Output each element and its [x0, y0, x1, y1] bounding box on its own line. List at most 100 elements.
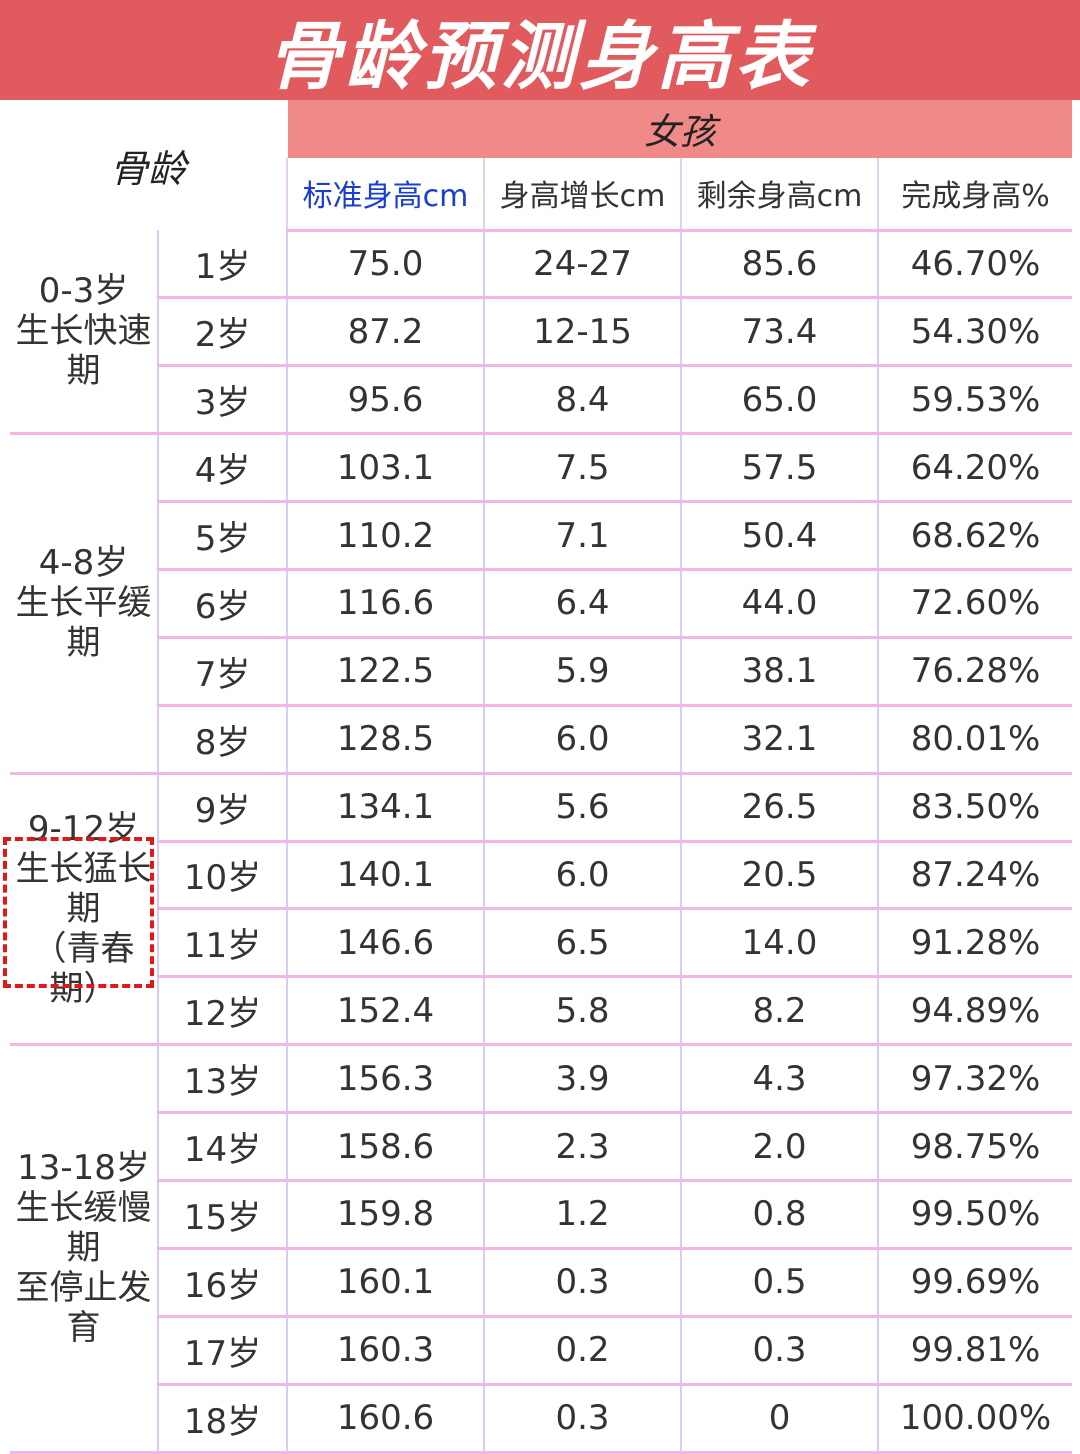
age-cell: 12岁 — [156, 976, 288, 1047]
completion-percent-cell: 64.20% — [877, 433, 1073, 504]
standard-height-cell: 128.5 — [286, 705, 485, 775]
completion-percent-cell: 80.01% — [877, 705, 1073, 775]
group-label: 生长猛长期 — [15, 848, 152, 929]
height-growth-cell: 7.1 — [483, 501, 682, 571]
standard-height-cell: 75.0 — [286, 230, 485, 300]
remaining-height-cell: 44.0 — [680, 569, 879, 639]
standard-height-cell: 110.2 — [286, 501, 485, 571]
table-row: 14岁 158.6 2.3 2.0 98.75% — [10, 1112, 1073, 1182]
remaining-height-cell: 2.0 — [680, 1112, 879, 1182]
completion-percent-cell: 100.00% — [877, 1384, 1073, 1454]
age-cell: 13岁 — [156, 1044, 288, 1115]
table-row: 3岁 95.6 8.4 65.0 59.53% — [10, 365, 1073, 436]
height-growth-cell: 6.4 — [483, 569, 682, 639]
table-row: 12岁 152.4 5.8 8.2 94.89% — [10, 976, 1073, 1047]
age-cell: 2岁 — [156, 297, 288, 368]
height-growth-cell: 6.0 — [483, 705, 682, 775]
remaining-height-cell: 50.4 — [680, 501, 879, 571]
height-growth-cell: 2.3 — [483, 1112, 682, 1182]
table-row: 18岁 160.6 0.3 0 100.00% — [10, 1384, 1073, 1454]
remaining-height-cell: 0 — [680, 1384, 879, 1454]
height-growth-cell: 3.9 — [483, 1044, 682, 1115]
completion-percent-cell: 91.28% — [877, 908, 1073, 979]
table-row: 10岁 140.1 6.0 20.5 87.24% — [10, 841, 1073, 911]
standard-height-cell: 159.8 — [286, 1180, 485, 1250]
gender-header: 女孩 — [286, 100, 1073, 159]
height-growth-cell: 7.5 — [483, 433, 682, 504]
table-row: 6岁 116.6 6.4 44.0 72.60% — [10, 569, 1073, 639]
age-cell: 10岁 — [156, 841, 288, 911]
height-growth-cell: 1.2 — [483, 1180, 682, 1250]
standard-height-cell: 87.2 — [286, 297, 485, 368]
age-cell: 11岁 — [156, 908, 288, 979]
remaining-height-cell: 38.1 — [680, 637, 879, 707]
completion-percent-cell: 59.53% — [877, 365, 1073, 436]
remaining-height-cell: 0.5 — [680, 1248, 879, 1318]
group-label: 生长快速期 — [15, 311, 152, 392]
age-cell: 7岁 — [156, 637, 288, 707]
height-growth-cell: 0.3 — [483, 1384, 682, 1454]
standard-height-cell: 160.6 — [286, 1384, 485, 1454]
group-range: 13-18岁 — [17, 1148, 150, 1189]
completion-percent-cell: 99.50% — [877, 1180, 1073, 1250]
completion-percent-cell: 83.50% — [877, 773, 1073, 843]
completion-percent-cell: 99.81% — [877, 1316, 1073, 1386]
completion-percent-cell: 46.70% — [877, 230, 1073, 300]
column-header-standard-height: 标准身高cm — [286, 158, 485, 232]
completion-percent-cell: 68.62% — [877, 501, 1073, 571]
remaining-height-cell: 20.5 — [680, 841, 879, 911]
age-cell: 16岁 — [156, 1248, 288, 1318]
group-range: 4-8岁 — [38, 543, 129, 584]
table-row: 9-12岁 生长猛长期 （青春期） 9岁 134.1 5.6 26.5 83.50% — [3, 773, 1073, 1047]
completion-percent-cell: 98.75% — [877, 1112, 1073, 1182]
standard-height-cell: 160.1 — [286, 1248, 485, 1318]
remaining-height-cell: 14.0 — [680, 908, 879, 979]
completion-percent-cell: 97.32% — [877, 1044, 1073, 1115]
table-row: 0-3岁 生长快速期 1岁 75.0 24-27 85.6 46.70% — [10, 230, 1073, 436]
group-label-cell: 0-3岁 生长快速期 — [10, 230, 158, 436]
height-growth-cell: 6.0 — [483, 841, 682, 911]
standard-height-cell: 146.6 — [286, 908, 485, 979]
remaining-height-cell: 4.3 — [680, 1044, 879, 1115]
table-row: 8岁 128.5 6.0 32.1 80.01% — [10, 705, 1073, 775]
bone-age-height-table: 骨龄 女孩 标准身高cm 身高增长cm 剩余身高cm 完成身高% 0-3岁 生长快… — [3, 100, 1073, 1454]
bone-age-header: 骨龄 — [110, 146, 187, 191]
remaining-height-cell: 73.4 — [680, 297, 879, 368]
remaining-height-cell: 0.3 — [680, 1316, 879, 1386]
standard-height-cell: 134.1 — [286, 773, 485, 843]
age-cell: 1岁 — [156, 230, 288, 300]
completion-percent-cell: 72.60% — [877, 569, 1073, 639]
completion-percent-cell: 54.30% — [877, 297, 1073, 368]
group-note: （青春期） — [32, 928, 135, 1009]
standard-height-cell: 122.5 — [286, 637, 485, 707]
table-row: 7岁 122.5 5.9 38.1 76.28% — [10, 637, 1073, 707]
age-cell: 9岁 — [156, 773, 288, 843]
age-cell: 17岁 — [156, 1316, 288, 1386]
height-growth-cell: 24-27 — [483, 230, 682, 300]
height-growth-cell: 5.6 — [483, 773, 682, 843]
height-growth-cell: 12-15 — [483, 297, 682, 368]
age-cell: 8岁 — [156, 705, 288, 775]
standard-height-cell: 95.6 — [286, 365, 485, 436]
age-cell: 15岁 — [156, 1180, 288, 1250]
column-header-height-growth: 身高增长cm — [483, 158, 682, 232]
table-row: 5岁 110.2 7.1 50.4 68.62% — [10, 501, 1073, 571]
height-growth-cell: 0.3 — [483, 1248, 682, 1318]
group-label-cell: 4-8岁 生长平缓期 — [10, 433, 158, 775]
height-growth-cell: 5.8 — [483, 976, 682, 1047]
group-range: 9-12岁 — [27, 808, 140, 849]
age-cell: 14岁 — [156, 1112, 288, 1182]
completion-percent-cell: 87.24% — [877, 841, 1073, 911]
standard-height-cell: 158.6 — [286, 1112, 485, 1182]
column-header-remaining-height: 剩余身高cm — [680, 158, 879, 232]
standard-height-cell: 156.3 — [286, 1044, 485, 1115]
group-range: 0-3岁 — [38, 271, 129, 312]
height-growth-cell: 6.5 — [483, 908, 682, 979]
group-label: 生长平缓期 — [15, 583, 152, 664]
table-row: 11岁 146.6 6.5 14.0 91.28% — [10, 908, 1073, 979]
highlight-dashed-box — [3, 836, 154, 989]
standard-height-cell: 140.1 — [286, 841, 485, 911]
table-row: 17岁 160.3 0.2 0.3 99.81% — [10, 1316, 1073, 1386]
completion-percent-cell: 99.69% — [877, 1248, 1073, 1318]
table-row: 13-18岁 生长缓慢期 至停止发育 13岁 156.3 3.9 4.3 97.32% — [10, 1044, 1073, 1454]
